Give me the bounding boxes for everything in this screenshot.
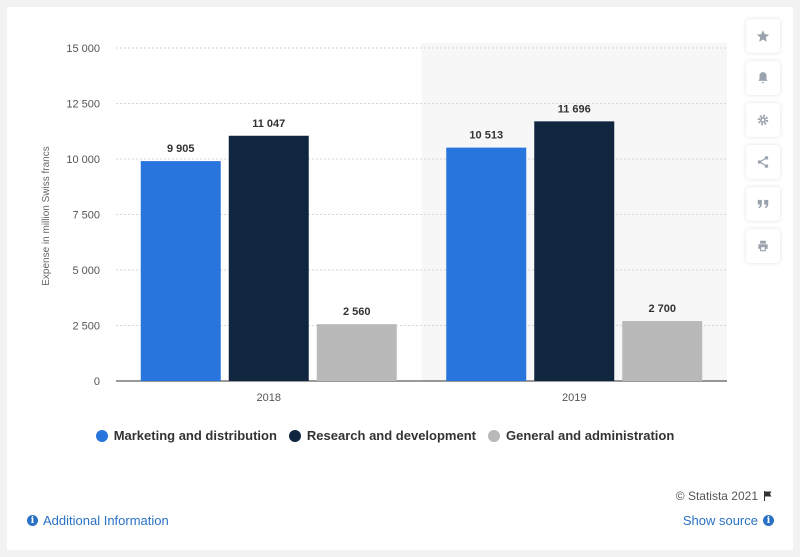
legend-item-marketing[interactable]: Marketing and distribution: [95, 428, 277, 443]
bar[interactable]: [228, 135, 309, 381]
y-tick-label: 15 000: [66, 43, 100, 55]
info-icon: i: [27, 515, 38, 526]
chart-legend: Marketing and distribution Research and …: [0, 428, 770, 443]
bar[interactable]: [316, 324, 397, 381]
data-label: 2 700: [648, 303, 676, 315]
show-source-label: Show source: [682, 513, 758, 528]
statista-credit[interactable]: © Statista 2021: [676, 489, 774, 503]
legend-label: Research and development: [306, 428, 476, 443]
legend-marker: [288, 429, 301, 442]
data-label: 2 560: [343, 306, 371, 318]
additional-information-label: Additional Information: [43, 513, 169, 528]
y-tick-label: 0: [94, 376, 100, 388]
bar[interactable]: [622, 321, 703, 381]
bar[interactable]: [446, 147, 527, 381]
star-icon[interactable]: [746, 19, 780, 53]
bar[interactable]: [534, 121, 615, 381]
legend-label: Marketing and distribution: [113, 428, 277, 443]
gear-icon[interactable]: [746, 103, 780, 137]
y-tick-label: 12 500: [66, 99, 100, 111]
bar[interactable]: [140, 161, 221, 381]
print-icon[interactable]: [746, 229, 780, 263]
flag-icon: [764, 491, 772, 501]
legend-marker: [95, 429, 108, 442]
bell-icon[interactable]: [746, 61, 780, 95]
y-tick-label: 7 500: [72, 210, 100, 222]
legend-marker: [487, 429, 500, 442]
legend-item-research[interactable]: Research and development: [288, 428, 476, 443]
legend-label: General and administration: [505, 428, 675, 443]
y-axis-label: Expense in million Swiss francs: [41, 146, 52, 286]
y-tick-label: 2 500: [72, 321, 100, 333]
data-label: 11 696: [558, 103, 591, 115]
x-tick-label: 2018: [257, 392, 281, 404]
credit-text: © Statista 2021: [675, 489, 758, 503]
additional-information-link[interactable]: i Additional Information: [27, 513, 169, 528]
show-source-link[interactable]: Show source i: [683, 513, 774, 528]
data-label: 11 047: [252, 118, 285, 130]
y-tick-label: 5 000: [72, 265, 100, 277]
share-icon[interactable]: [746, 145, 780, 179]
y-tick-label: 10 000: [66, 154, 100, 166]
info-icon: i: [763, 515, 774, 526]
data-label: 10 513: [469, 130, 503, 142]
data-label: 9 905: [167, 143, 195, 155]
quote-icon[interactable]: [746, 187, 780, 221]
legend-item-general[interactable]: General and administration: [487, 428, 675, 443]
side-toolbar: [746, 19, 780, 263]
x-tick-label: 2019: [562, 392, 586, 404]
